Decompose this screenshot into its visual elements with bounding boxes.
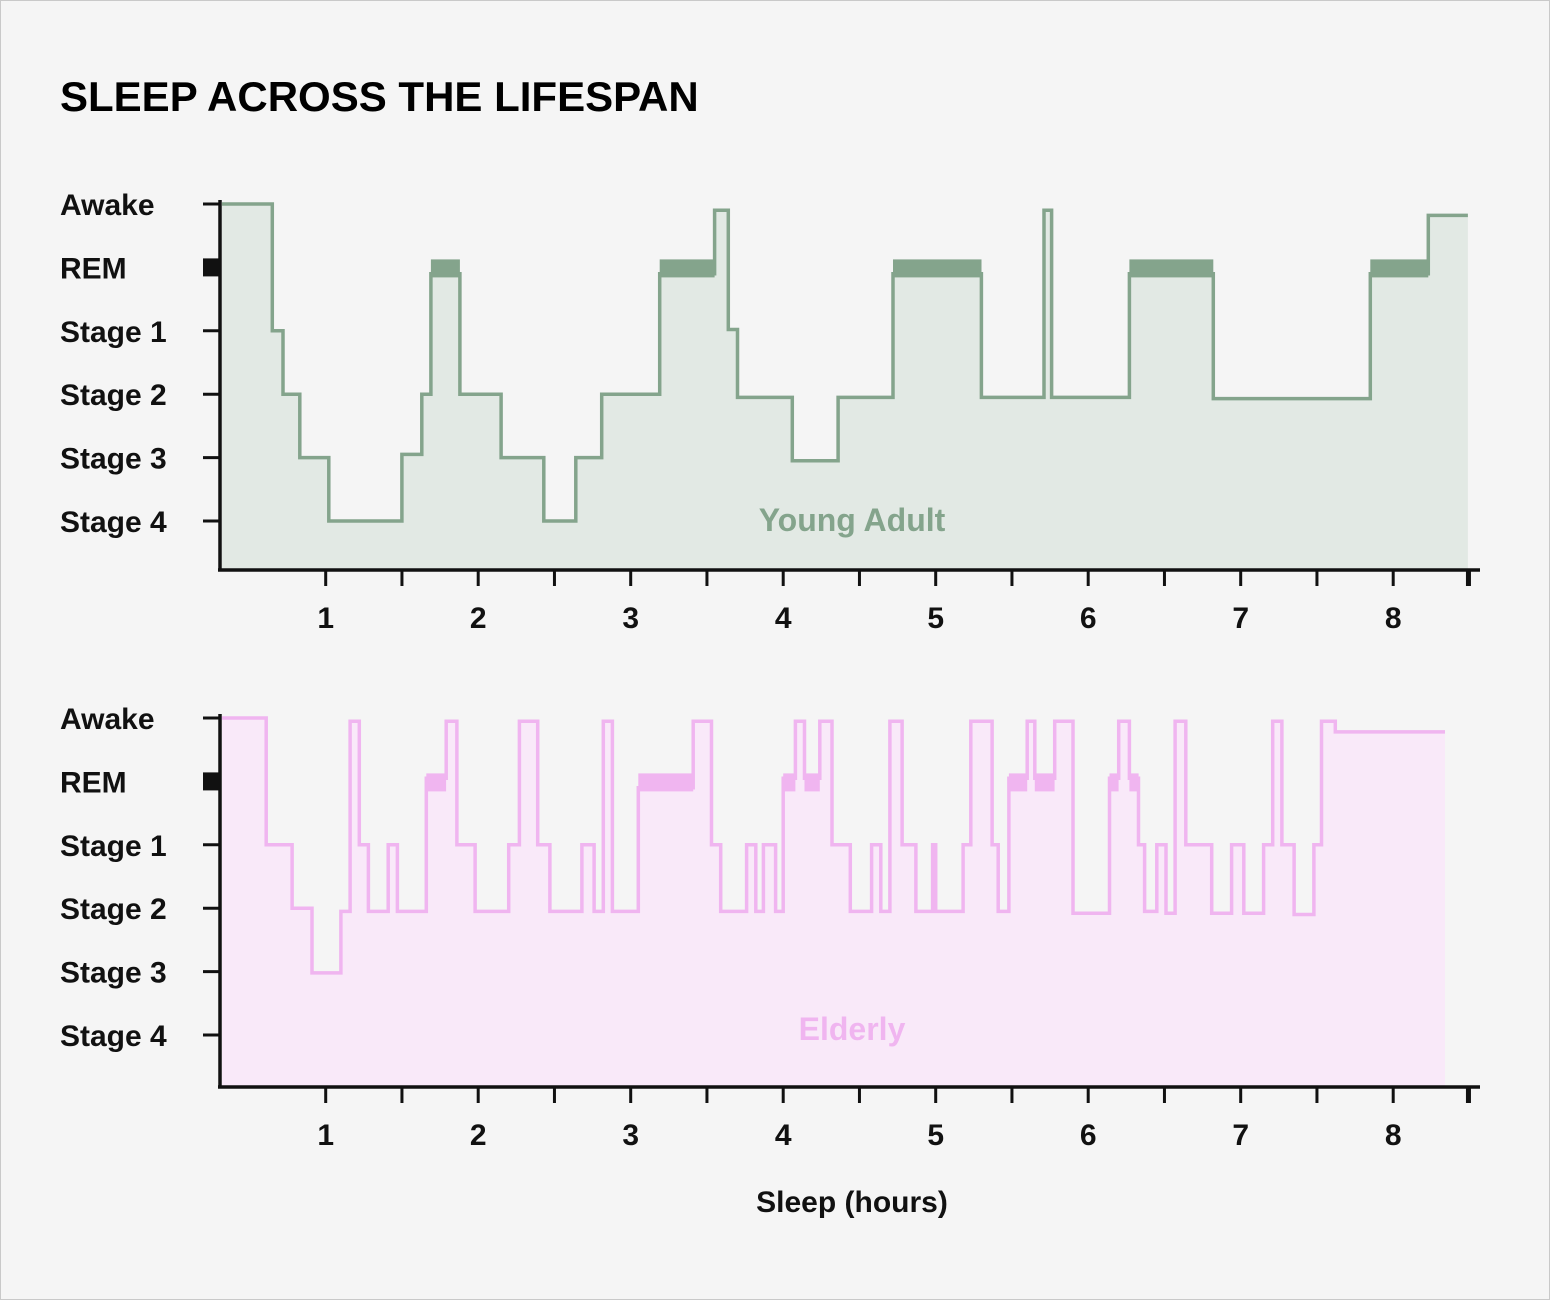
x-tick-label: 1	[317, 1119, 334, 1152]
y-tick-label: REM	[60, 252, 127, 285]
panels: Awake REM Stage 1 Stage 2 Stage 3 Stage 4 1 2 3 4…	[60, 189, 1480, 1152]
x-tick-label: 7	[1232, 602, 1249, 635]
x-tick-label: 5	[927, 1119, 944, 1152]
x-tick-label: 6	[1080, 602, 1097, 635]
y-tick-label: Stage 4	[60, 506, 167, 539]
y-tick-rem-marker	[203, 258, 220, 277]
rem-band	[1129, 773, 1139, 792]
x-tick-label: 3	[622, 1119, 639, 1152]
y-tick-label: Stage 1	[60, 830, 167, 863]
x-tick-label: 8	[1385, 602, 1402, 635]
y-tick-label: Awake	[60, 189, 155, 222]
x-tick-label: 8	[1385, 1119, 1402, 1152]
x-tick-label: 7	[1232, 1119, 1249, 1152]
rem-band	[426, 773, 447, 792]
panel-1: Awake REM Stage 1 Stage 2 Stage 3 Stage 4 1 2 3 4…	[60, 703, 1480, 1152]
series-fill-0	[222, 204, 1468, 570]
series-line-1	[222, 716, 1445, 975]
x-tick-label: 5	[927, 602, 944, 635]
series-label: Elderly	[799, 1011, 906, 1047]
y-tick-label: Stage 2	[60, 379, 167, 412]
chart-title: SLEEP ACROSS THE LIFESPAN	[60, 73, 699, 120]
y-tick-label: Awake	[60, 703, 155, 736]
y-tick-label: Stage 3	[60, 957, 167, 990]
y-tick-label: Stage 1	[60, 316, 167, 349]
x-tick-label: 4	[775, 1119, 792, 1152]
y-tick-label: Stage 4	[60, 1020, 167, 1053]
y-tick-label: Stage 3	[60, 443, 167, 476]
rem-band	[1109, 773, 1119, 792]
rem-band	[1008, 773, 1028, 792]
rem-band	[1034, 773, 1055, 792]
y-tick-label: Stage 2	[60, 893, 167, 926]
x-tick-label: 3	[622, 602, 639, 635]
series-label: Young Adult	[759, 502, 946, 538]
rem-band	[783, 773, 796, 792]
series-line-0	[222, 202, 1468, 523]
x-tick-label: 1	[317, 602, 334, 635]
x-tick-label: 4	[775, 602, 792, 635]
x-tick-label: 2	[470, 1119, 487, 1152]
y-tick-rem-marker	[203, 772, 220, 791]
x-tick-label: 6	[1080, 1119, 1097, 1152]
x-tick-label: 2	[470, 602, 487, 635]
panel-0: Awake REM Stage 1 Stage 2 Stage 3 Stage 4 1 2 3 4…	[60, 189, 1480, 635]
rem-band	[804, 773, 820, 792]
y-tick-label: REM	[60, 766, 127, 799]
series-fill-1	[222, 718, 1445, 1087]
x-axis-title: Sleep (hours)	[756, 1186, 948, 1219]
